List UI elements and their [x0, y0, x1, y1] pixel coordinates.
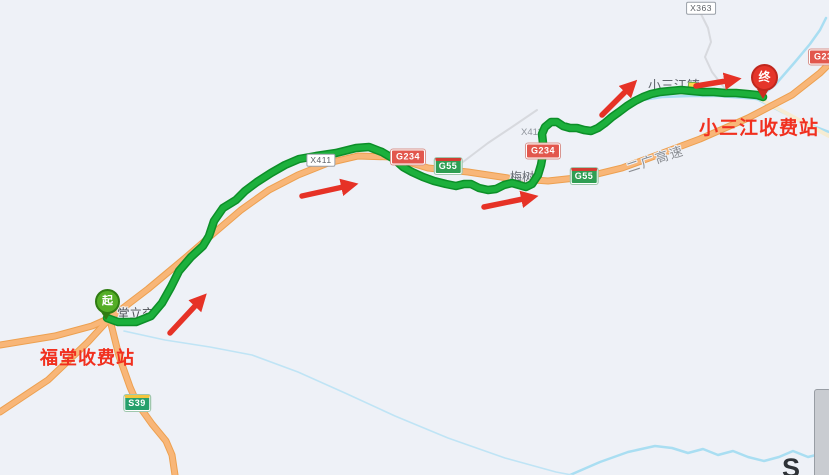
toll-label-xiaosanjiang: 小三江收费站: [699, 118, 820, 139]
map-control-bar[interactable]: [814, 389, 829, 475]
g55-shield-west: G55: [434, 158, 462, 174]
route-start-marker[interactable]: 起: [95, 289, 120, 314]
g234-shield-mid: G234: [525, 143, 561, 159]
direction-arrow: [599, 79, 638, 118]
direction-arrow: [481, 190, 539, 210]
x411-text-label: X411: [521, 127, 543, 138]
compass-s-glyph: S: [782, 453, 801, 475]
x411-shield: X411: [306, 153, 336, 167]
direction-arrow: [167, 293, 207, 336]
g55-shield-east: G55: [570, 168, 598, 184]
g234-shield-west: G234: [390, 149, 426, 165]
town-poi-icon: [688, 82, 697, 91]
end-marker-label: 终: [758, 70, 771, 84]
river-lines: [123, 16, 829, 475]
village-label: 梅树: [510, 170, 535, 184]
x363-shield: X363: [686, 1, 716, 15]
s39-shield: S39: [124, 395, 150, 411]
start-marker-label: 起: [102, 295, 113, 307]
toll-label-futang: 福堂收费站: [40, 348, 135, 368]
route-casing: [102, 85, 768, 327]
direction-arrow: [299, 178, 359, 199]
g234-shield-east-partial: G234: [808, 49, 829, 65]
route-line: [104, 87, 766, 325]
direction-arrow: [693, 72, 742, 90]
interchange-label: 堂立交: [117, 307, 155, 321]
expressway-name-label: 二广高速: [624, 142, 687, 176]
route-end-marker[interactable]: 终: [751, 64, 778, 91]
